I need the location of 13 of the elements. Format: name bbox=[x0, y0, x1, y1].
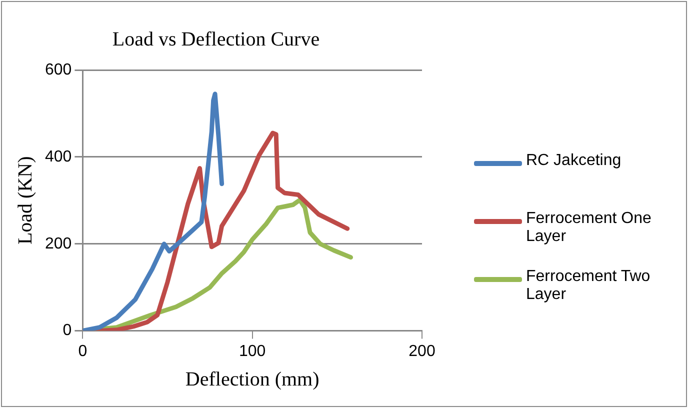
y-tick-label: 400 bbox=[44, 148, 72, 166]
legend-label: Ferrocement One Layer bbox=[526, 210, 652, 246]
x-tick-label: 200 bbox=[408, 342, 436, 360]
chart-title: Load vs Deflection Curve bbox=[112, 28, 320, 50]
x-tick-label: 100 bbox=[238, 342, 266, 360]
x-tick-label: 0 bbox=[78, 342, 88, 360]
legend-label: RC Jakceting bbox=[526, 152, 622, 170]
x-axis-title: Deflection (mm) bbox=[185, 368, 320, 390]
y-tick-label: 600 bbox=[44, 61, 72, 78]
legend-label: Ferrocement Two Layer bbox=[526, 268, 652, 304]
y-axis-title: Load (KN) bbox=[14, 156, 36, 245]
y-tick-label: 200 bbox=[44, 235, 72, 252]
y-tick-label: 0 bbox=[62, 322, 72, 340]
